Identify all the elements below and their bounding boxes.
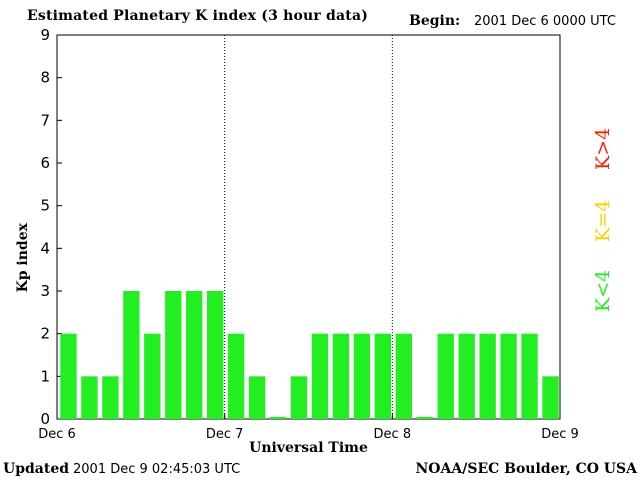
updated-value: 2001 Dec 9 02:45:03 UTC bbox=[73, 462, 241, 477]
y-tick-label: 3 bbox=[40, 282, 50, 300]
kp-bar bbox=[248, 376, 266, 419]
kp-bar bbox=[186, 291, 203, 419]
kp-bar bbox=[542, 376, 559, 419]
kp-bar bbox=[207, 291, 224, 419]
x-tick-label: Dec 9 bbox=[541, 427, 579, 442]
y-tick-label: 4 bbox=[40, 239, 50, 257]
y-tick-label: 8 bbox=[40, 69, 50, 87]
kp-bar bbox=[437, 333, 454, 419]
kp-bar bbox=[60, 333, 77, 419]
kp-bar bbox=[165, 291, 182, 419]
kp-bar bbox=[479, 333, 496, 419]
x-tick-label: Dec 8 bbox=[374, 427, 412, 442]
begin-label: Begin: bbox=[409, 13, 461, 29]
legend-k-equal-4: K=4 bbox=[592, 199, 614, 242]
begin-value: 2001 Dec 6 0000 UTC bbox=[474, 14, 616, 29]
x-tick-label: Dec 6 bbox=[38, 427, 76, 442]
updated-label: Updated bbox=[3, 461, 70, 477]
x-axis-label: Universal Time bbox=[249, 440, 368, 456]
kp-bar bbox=[332, 333, 350, 419]
x-tick-label: Dec 7 bbox=[206, 427, 244, 442]
kp-bar bbox=[374, 333, 392, 419]
y-tick-label: 5 bbox=[40, 197, 50, 215]
kp-bar bbox=[353, 333, 371, 419]
kp-bar bbox=[123, 291, 140, 419]
y-tick-label: 9 bbox=[40, 26, 50, 44]
y-axis-label: Kp index bbox=[15, 222, 31, 292]
legend-k-greater-4: K>4 bbox=[592, 127, 614, 170]
chart-title: Estimated Planetary K index (3 hour data… bbox=[27, 8, 369, 24]
kp-bar bbox=[144, 333, 161, 419]
y-tick-label: 1 bbox=[40, 367, 50, 385]
kp-bar bbox=[227, 333, 245, 419]
kp-bar bbox=[500, 333, 517, 419]
kp-bar bbox=[416, 416, 433, 419]
kp-bar bbox=[102, 376, 119, 419]
kp-bar bbox=[311, 333, 329, 419]
y-tick-label: 6 bbox=[40, 154, 50, 172]
kp-bar bbox=[458, 333, 475, 419]
legend-k-less-4: K<4 bbox=[592, 269, 614, 312]
y-tick-label: 2 bbox=[40, 325, 50, 343]
credit-text: NOAA/SEC Boulder, CO USA bbox=[415, 461, 638, 477]
kp-bar bbox=[81, 376, 98, 419]
plot-frame bbox=[56, 34, 561, 420]
y-tick-label: 7 bbox=[40, 111, 50, 129]
y-tick-label: 0 bbox=[40, 410, 50, 428]
kp-bar bbox=[395, 333, 412, 419]
kp-bar bbox=[290, 376, 308, 419]
kp-bar bbox=[521, 333, 538, 419]
kp-bar bbox=[269, 416, 287, 419]
